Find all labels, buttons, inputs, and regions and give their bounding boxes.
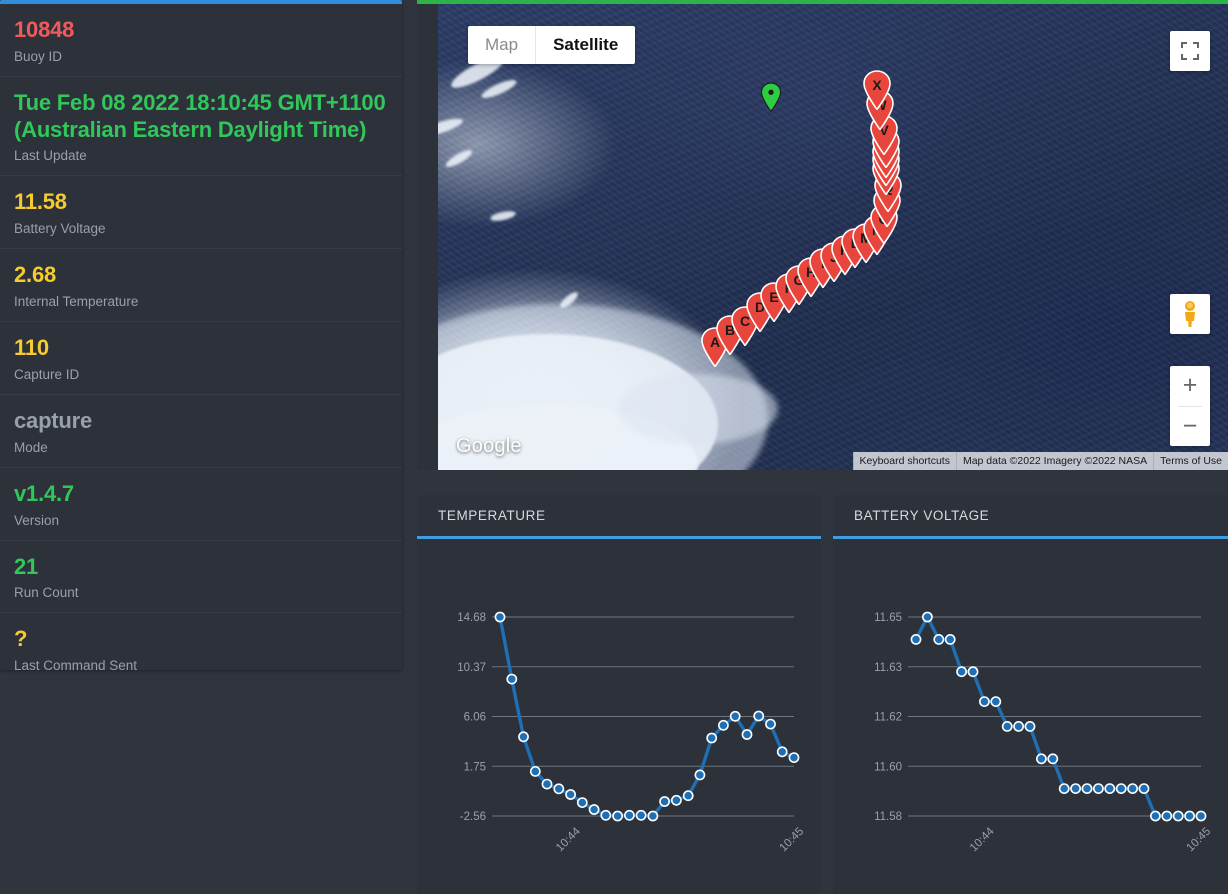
status-value: 2.68: [14, 262, 57, 288]
status-value: Tue Feb 08 2022 18:10:45 GMT+1100 (Austr…: [14, 89, 386, 142]
status-label: Version: [14, 512, 60, 528]
map-type-satellite-button[interactable]: Satellite: [535, 26, 635, 64]
status-row: 11.58 Battery Voltage: [0, 176, 402, 250]
fullscreen-icon[interactable]: [1170, 31, 1210, 71]
status-row: 10848 Buoy ID: [0, 4, 402, 77]
battery-voltage-chart-body[interactable]: 11.65 11.63 11.62 11.60 11.58 10:44 10:45: [833, 539, 1228, 894]
map-marker-label: C: [739, 313, 751, 329]
svg-text:14.68: 14.68: [457, 612, 486, 624]
temperature-chart-panel: TEMPERATURE 14.68 10.37 6.06 1.75 -2.56 10:44…: [417, 495, 821, 894]
map-marker-label: G: [793, 272, 805, 288]
map-data-credit: Map data ©2022 Imagery ©2022 NASA: [955, 452, 1154, 470]
map-marker-label: B: [724, 322, 736, 338]
status-value: 21: [14, 553, 39, 579]
google-logo: Google: [456, 435, 522, 457]
svg-text:11.65: 11.65: [874, 612, 902, 624]
svg-text:-2.56: -2.56: [460, 811, 486, 823]
status-panel: 10848 Buoy ID Tue Feb 08 2022 18:10:45 GMT…: [0, 0, 402, 670]
map-marker-label: A: [709, 334, 721, 350]
svg-text:10:45: 10:45: [1184, 825, 1213, 854]
svg-text:10:45: 10:45: [777, 825, 806, 854]
map-marker-label: H: [805, 264, 817, 280]
svg-text:10.37: 10.37: [457, 662, 486, 674]
svg-text:11.63: 11.63: [874, 662, 902, 674]
svg-text:10:44: 10:44: [554, 825, 583, 854]
status-row: 21 Run Count: [0, 541, 402, 614]
current-position-marker[interactable]: [760, 81, 782, 113]
status-value: ?: [14, 626, 28, 652]
map-panel-accent: [417, 0, 1228, 4]
svg-text:6.06: 6.06: [464, 712, 486, 724]
status-label: Capture ID: [14, 366, 80, 382]
status-label: Last Command Sent: [14, 658, 138, 670]
map-panel: Map Satellite: [417, 0, 1228, 470]
status-row: Tue Feb 08 2022 18:10:45 GMT+1100 (Austr…: [0, 77, 402, 177]
status-row: 110 Capture ID: [0, 322, 402, 395]
svg-text:10:44: 10:44: [968, 825, 997, 854]
status-label: Internal Temperature: [14, 294, 139, 310]
temperature-chart-underline: [417, 536, 821, 539]
ice-patch-1: [618, 374, 778, 444]
status-row: 2.68 Internal Temperature: [0, 249, 402, 323]
status-value: 110: [14, 335, 49, 361]
status-value: capture: [14, 407, 93, 433]
status-row: ? Last Command Sent: [0, 613, 402, 670]
map-marker-label: X: [872, 77, 882, 93]
svg-text:1.75: 1.75: [464, 761, 486, 773]
temperature-chart-title: TEMPERATURE: [438, 508, 546, 523]
status-value: 11.58: [14, 189, 67, 215]
zoom-out-button[interactable]: −: [1182, 411, 1198, 440]
svg-text:11.62: 11.62: [874, 712, 902, 724]
map-attribution: Keyboard shortcuts Map data ©2022 Imager…: [852, 452, 1228, 470]
svg-text:11.60: 11.60: [874, 761, 902, 773]
status-label: Battery Voltage: [14, 221, 106, 237]
map-type-map-button[interactable]: Map: [485, 35, 519, 54]
status-row: capture Mode: [0, 395, 402, 468]
fullscreen-glyph: [1181, 42, 1199, 60]
zoom-divider: [1178, 405, 1202, 407]
battery-voltage-chart-svg: 11.65 11.63 11.62 11.60 11.58 10:44 10:45: [874, 611, 1213, 854]
terms-of-use-link[interactable]: Terms of Use: [1153, 452, 1228, 470]
battery-voltage-chart-panel: BATTERY VOLTAGE 11.65 11.63 11.62 11.60 11.5…: [833, 495, 1228, 894]
status-value: 10848: [14, 17, 75, 42]
map-marker-label: E: [769, 289, 779, 305]
temperature-chart-body[interactable]: 14.68 10.37 6.06 1.75 -2.56 10:44 10:45: [417, 539, 821, 894]
map-pin-glyph: [863, 70, 891, 110]
zoom-control[interactable]: + −: [1170, 366, 1210, 446]
map-marker[interactable]: X: [862, 70, 892, 110]
keyboard-shortcuts-link[interactable]: Keyboard shortcuts: [852, 452, 956, 470]
map-marker-label: V: [879, 122, 889, 138]
status-row: v1.4.7 Version: [0, 468, 402, 541]
temperature-chart-svg: 14.68 10.37 6.06 1.75 -2.56 10:44 10:45: [457, 611, 806, 854]
map-canvas[interactable]: Map Satellite: [438, 4, 1228, 470]
status-label: Mode: [14, 439, 48, 455]
status-list: 10848 Buoy ID Tue Feb 08 2022 18:10:45 GMT…: [0, 4, 402, 670]
status-panel-accent: [0, 0, 402, 4]
map-marker-label: D: [754, 299, 766, 315]
status-label: Run Count: [14, 585, 79, 601]
svg-text:11.58: 11.58: [874, 811, 902, 823]
pegman-icon[interactable]: [1170, 294, 1210, 334]
pegman-glyph: [1185, 301, 1195, 327]
status-label: Buoy ID: [14, 48, 63, 64]
map-type-control[interactable]: Map Satellite: [468, 26, 636, 64]
zoom-in-button[interactable]: +: [1182, 371, 1198, 400]
current-position-pin-glyph: [760, 82, 782, 113]
status-label: Last Update: [14, 148, 87, 164]
battery-voltage-chart-underline: [833, 536, 1228, 539]
status-value: v1.4.7: [14, 480, 74, 506]
battery-voltage-chart-title: BATTERY VOLTAGE: [854, 508, 990, 523]
